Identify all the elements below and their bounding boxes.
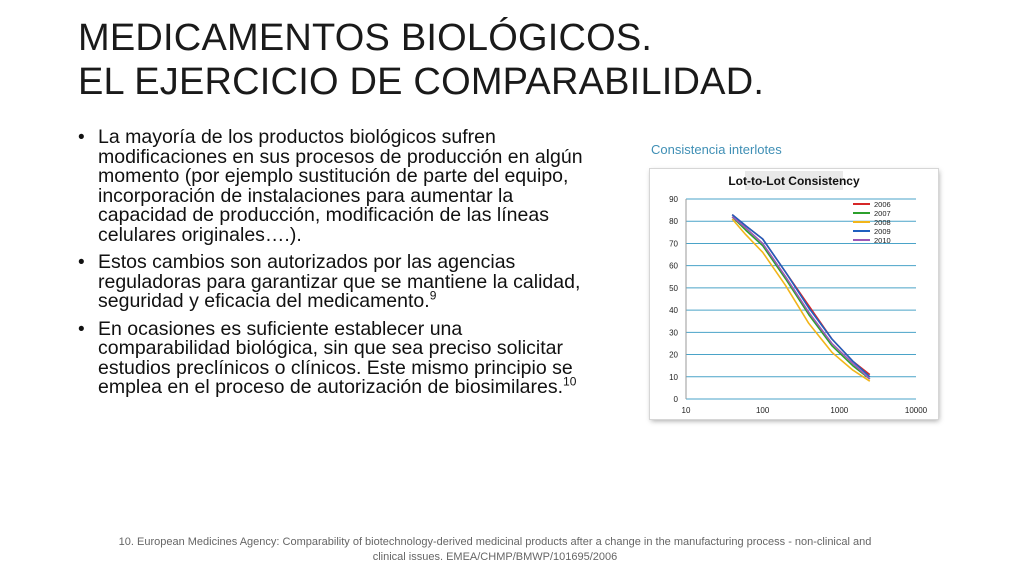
- legend-label: 2010: [874, 236, 891, 245]
- chart-background: [650, 169, 938, 419]
- legend-label: 2008: [874, 218, 891, 227]
- lot-consistency-chart: Lot-to-Lot Consistency 01020304050607080…: [650, 169, 938, 419]
- slide-title-line-2: EL EJERCICIO DE COMPARABILIDAD.: [78, 61, 765, 103]
- bullet-item: En ocasiones es suficiente establecer un…: [78, 317, 598, 398]
- slide-title-line-1: MEDICAMENTOS BIOLÓGICOS.: [78, 17, 653, 59]
- footnote: 10. European Medicines Agency: Comparabi…: [118, 536, 872, 563]
- series-line-2009: [731, 213, 871, 378]
- y-tick-label: 30: [669, 328, 678, 337]
- y-tick-label: 0: [674, 395, 679, 404]
- series-line-2007: [731, 216, 871, 380]
- chart-figure: Lot-to-Lot Consistency 0 10 20 30 40 50 60 70 80…: [650, 169, 938, 419]
- y-tick-label: 40: [669, 306, 678, 315]
- bullet-item: Estos cambios son autorizados por las ag…: [78, 251, 598, 312]
- x-tick-label: 100: [756, 406, 770, 415]
- y-tick-label: 80: [669, 217, 678, 226]
- bullet-text: La mayoría de los productos biológicos s…: [98, 126, 583, 246]
- y-tick-label: 20: [669, 351, 678, 360]
- legend-label: 2007: [874, 209, 891, 218]
- y-tick-label: 70: [669, 239, 678, 248]
- legend-label: 2006: [874, 200, 891, 209]
- y-tick-label: 10: [669, 373, 678, 382]
- legend-label: 2009: [874, 227, 891, 236]
- y-tick-label: 50: [669, 284, 678, 293]
- bullet-text: Estos cambios son autorizados por las ag…: [98, 251, 581, 312]
- citation-superscript: 10: [563, 374, 577, 389]
- bullet-item: La mayoría de los productos biológicos s…: [78, 126, 598, 246]
- series-line-2010: [731, 216, 871, 380]
- figure-caption: Consistencia interlotes: [651, 142, 782, 157]
- x-tick-label: 10: [682, 406, 691, 415]
- chart-title: Lot-to-Lot Consistency: [728, 174, 860, 188]
- y-tick-label: 90: [669, 195, 678, 204]
- bullet-list: La mayoría de los productos biológicos s…: [78, 126, 598, 406]
- x-tick-label: 10000: [905, 406, 928, 415]
- bullet-text: En ocasiones es suficiente establecer un…: [98, 317, 573, 398]
- y-tick-label: 60: [669, 262, 678, 271]
- x-tick-label: 1000: [830, 406, 848, 415]
- series-line-2008: [731, 218, 871, 382]
- citation-superscript: 9: [429, 288, 437, 303]
- slide-title: MEDICAMENTOS BIOLÓGICOS. EL EJERCICIO DE…: [78, 16, 978, 104]
- chart-title-bg: [745, 171, 843, 190]
